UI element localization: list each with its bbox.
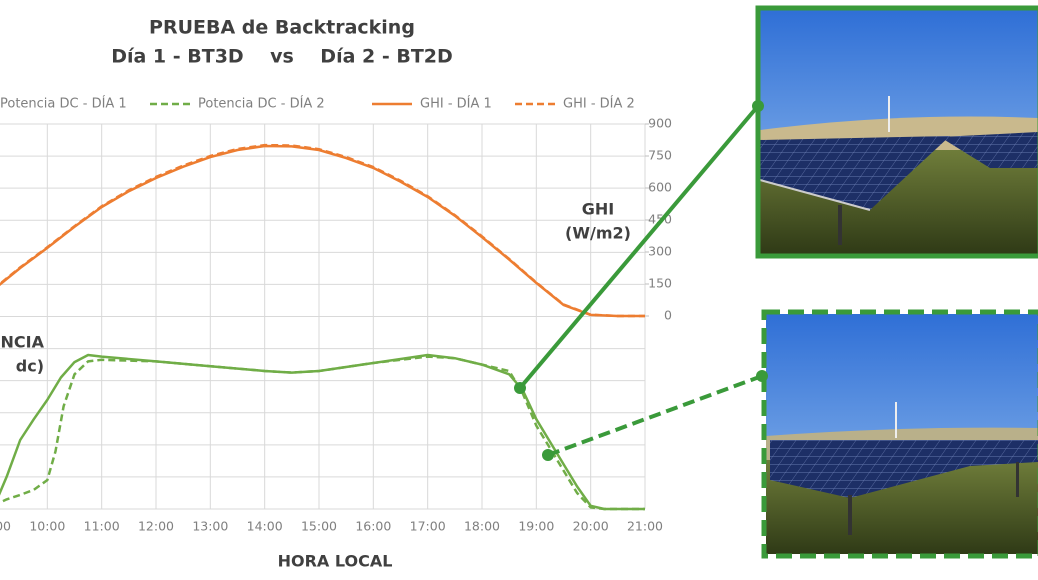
connector-dot [756, 370, 768, 382]
x-tick-label: 13:00 [192, 519, 228, 534]
photo-frame-dashed [761, 309, 1038, 559]
x-tick-label: 19:00 [518, 519, 554, 534]
legend-label: Potencia DC - DÍA 2 [198, 96, 325, 112]
series-line [0, 355, 645, 511]
photo-frame-solid [755, 5, 1038, 259]
x-tick-label: 17:00 [410, 519, 446, 534]
x-tick-label: 11:00 [84, 519, 120, 534]
series-line [0, 143, 645, 318]
x-tick-label: 12:00 [138, 519, 174, 534]
x-tick-label: 15:00 [301, 519, 337, 534]
y2-tick-label: 300 [648, 244, 672, 259]
y2-axis-label: GHI [582, 200, 614, 219]
connector-dot [752, 100, 764, 112]
connector-dot [542, 449, 554, 461]
y-axis-label: NCIA [1, 333, 45, 352]
x-tick-label: 14:00 [247, 519, 283, 534]
series-line [0, 144, 645, 318]
x-tick-label: 09:00 [0, 519, 11, 534]
y2-tick-label: 600 [648, 180, 672, 195]
x-tick-label: 18:00 [464, 519, 500, 534]
chart-subtitle: Día 1 - BT3D vs Día 2 - BT2D [111, 46, 453, 68]
x-tick-label: 20:00 [573, 519, 609, 534]
photo-bt3d [760, 10, 1038, 254]
connector-solid [518, 104, 760, 390]
series-line [0, 353, 645, 511]
y2-tick-label: 900 [648, 116, 672, 131]
legend-label: GHI - DÍA 2 [563, 96, 635, 112]
photo-bt2d [766, 314, 1038, 554]
x-tick-label: 21:00 [627, 519, 663, 534]
x-tick-label: 16:00 [355, 519, 391, 534]
plot-area: 012345678910111209:0010:0011:0012:0013:0… [0, 96, 672, 571]
legend-label: GHI - DÍA 1 [420, 96, 492, 112]
x-axis-label: HORA LOCAL [278, 552, 393, 571]
y-axis-label: dc) [16, 357, 44, 376]
y2-tick-label: 750 [648, 148, 672, 163]
y2-tick-label: 150 [648, 276, 672, 291]
x-tick-label: 10:00 [29, 519, 65, 534]
legend-label: Potencia DC - DÍA 1 [0, 96, 127, 112]
connector-dot [514, 382, 526, 394]
y2-axis-label: (W/m2) [565, 224, 631, 243]
y2-tick-label: 0 [664, 308, 672, 323]
chart-title: PRUEBA de Backtracking [149, 17, 415, 39]
connector-dashed [547, 374, 763, 457]
